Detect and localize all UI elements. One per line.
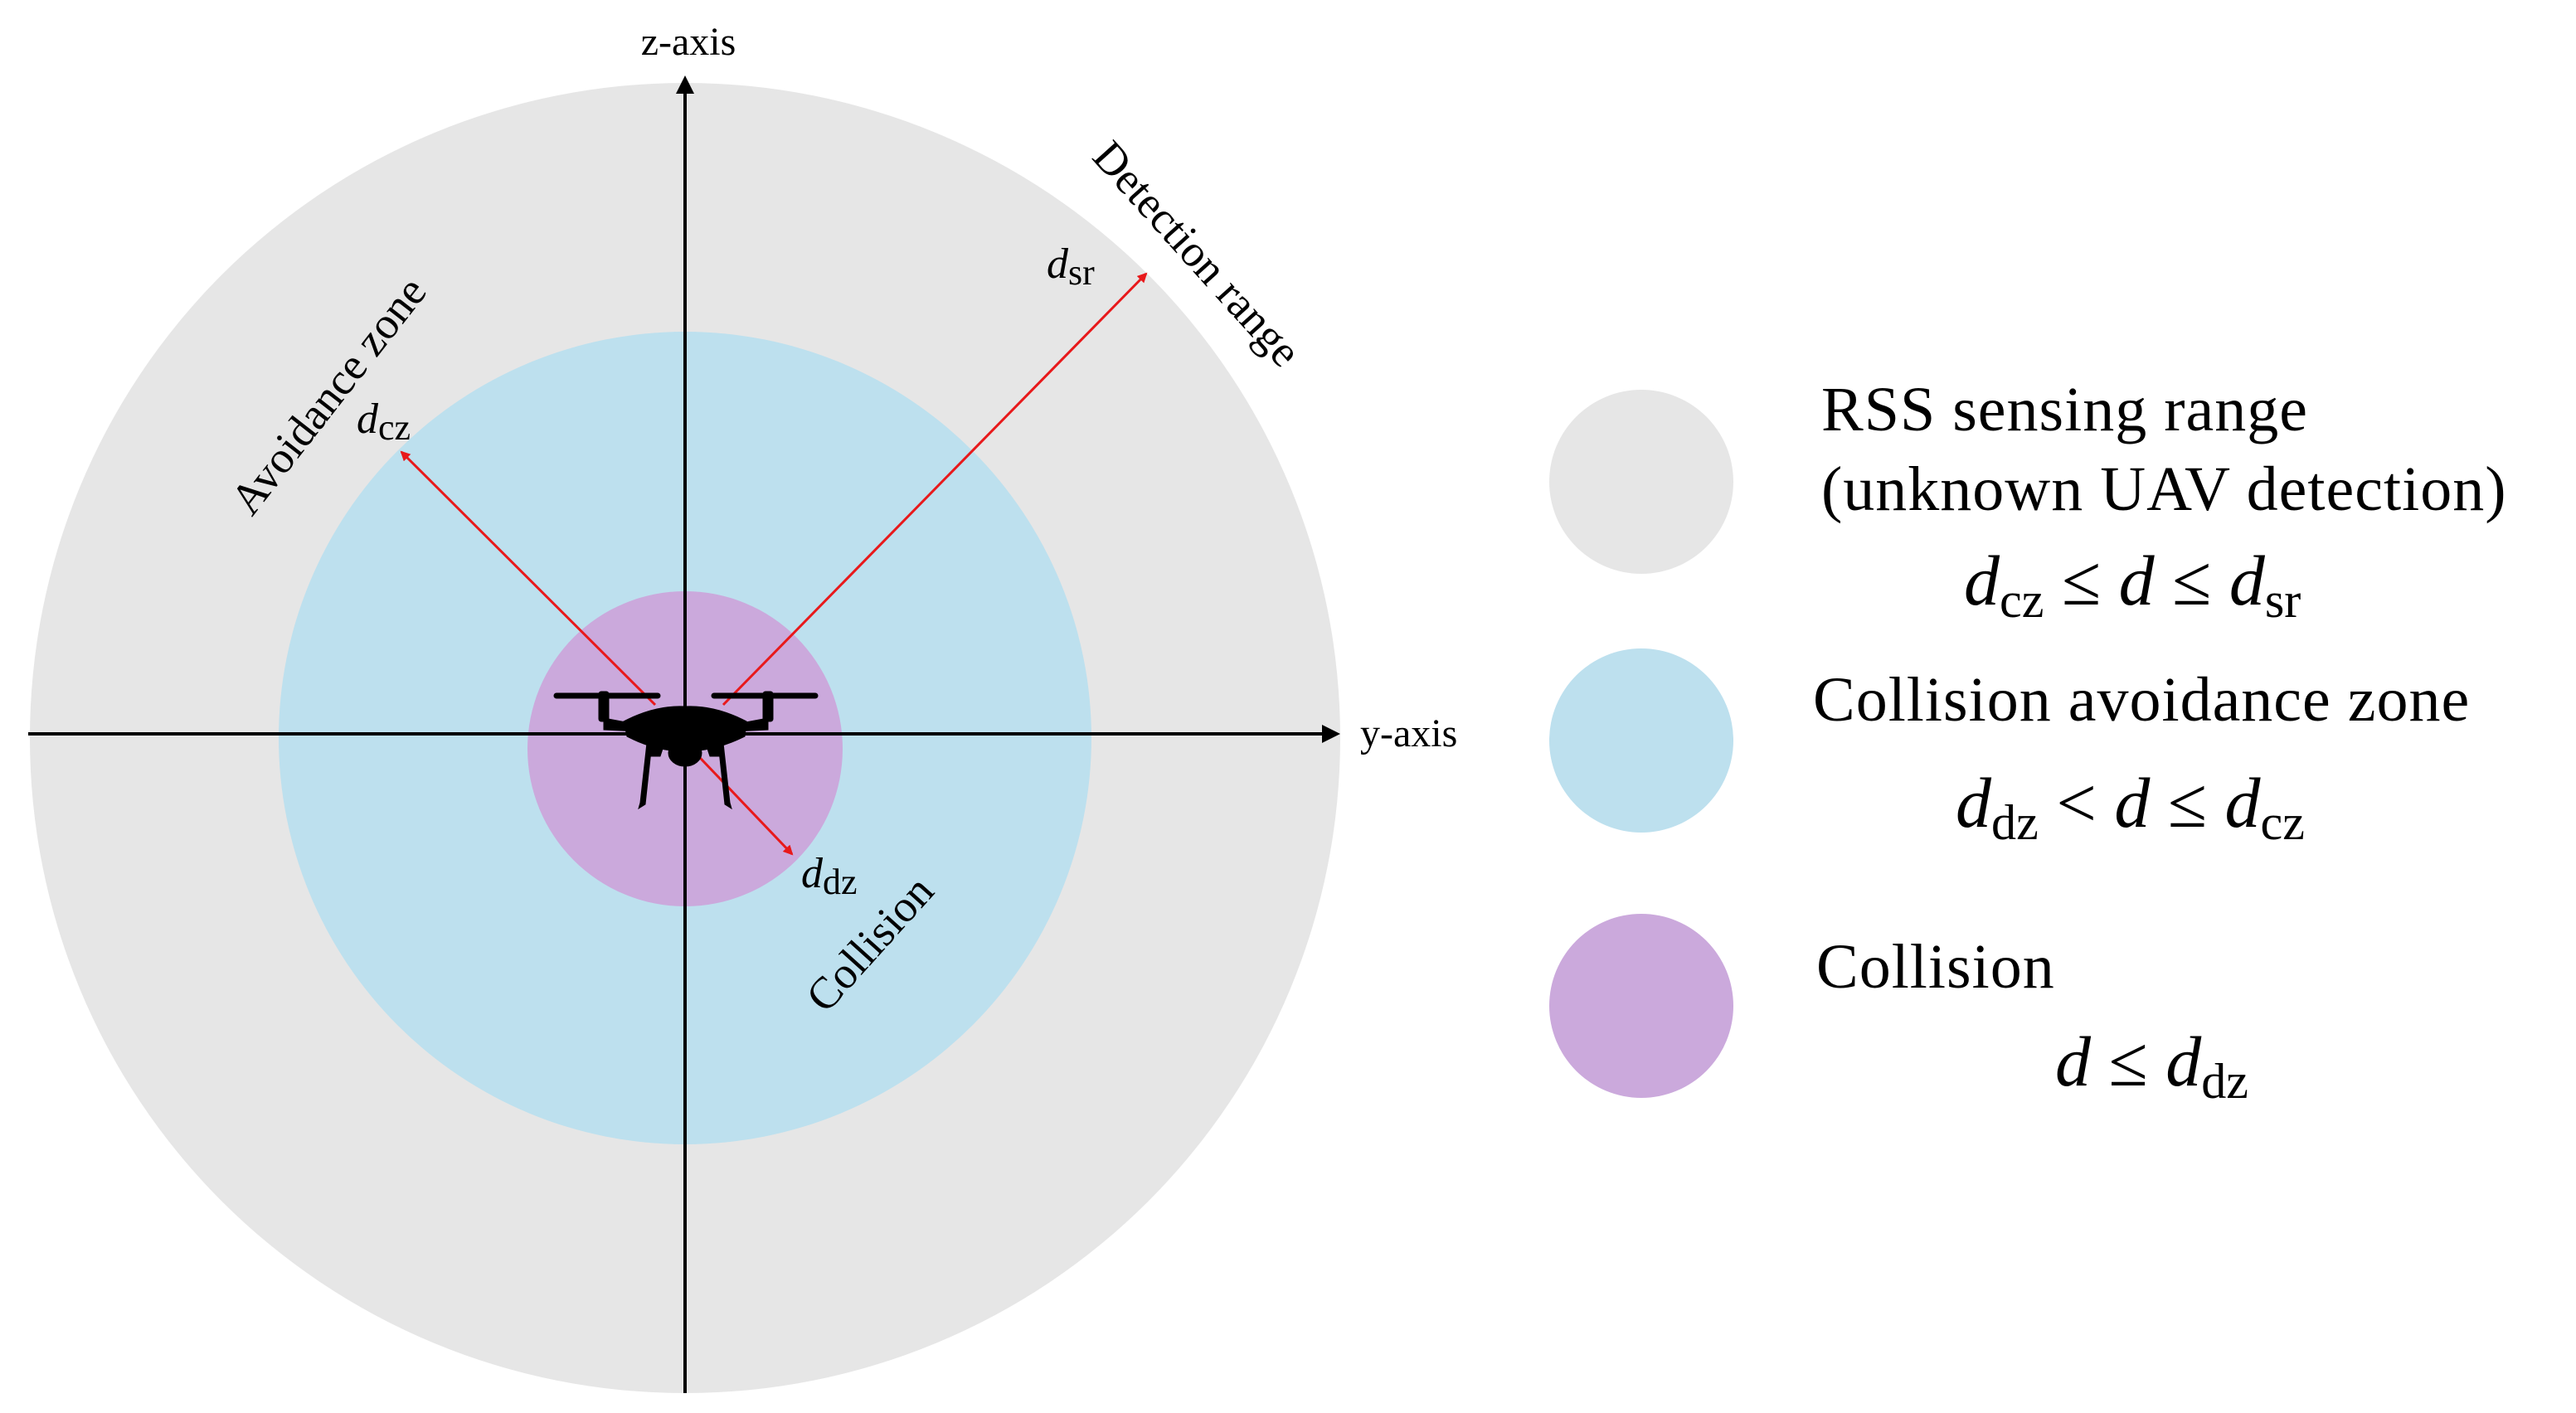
radius-symbol-sr: d	[1047, 240, 1069, 288]
radius-sub-sr: sr	[1068, 252, 1095, 293]
eq1-c: d	[2228, 541, 2265, 620]
legend-label-collision: Collision	[1816, 932, 2055, 1002]
radius-label-cz: dcz	[357, 396, 411, 448]
radius-symbol-cz: d	[357, 396, 379, 443]
eq1-op1: ≤	[2061, 541, 2102, 620]
eq2-a-sub: dz	[1991, 795, 2039, 852]
z-axis-label: z-axis	[641, 20, 736, 64]
legend-eq-avoidance: ddz < d ≤ dcz	[1956, 761, 2305, 848]
legend-swatch-collision	[1549, 914, 1733, 1098]
radius-arrow-cz	[400, 450, 657, 706]
eq2-b: d	[2114, 763, 2151, 842]
legend-eq-sensing: dcz ≤ d ≤ dsr	[1964, 539, 2301, 626]
radius-arrow-sr	[722, 272, 1148, 706]
eq2-c-sub: cz	[2260, 795, 2305, 852]
radius-sub-dz: dz	[823, 862, 858, 902]
legend-label-sensing-line2: (unknown UAV detection)	[1821, 454, 2507, 524]
y-axis-label: y-axis	[1360, 711, 1457, 755]
eq2-op2: ≤	[2167, 763, 2208, 842]
radius-label-sr: dsr	[1047, 240, 1095, 293]
eq2-a: d	[1956, 763, 1991, 842]
legend-swatch-sensing	[1549, 390, 1733, 574]
radius-label-dz: ddz	[801, 850, 858, 902]
legend-label-avoidance: Collision avoidance zone	[1813, 665, 2471, 735]
eq1-b: d	[2118, 541, 2155, 620]
eq1-c-sub: sr	[2264, 573, 2301, 629]
eq3-b-sub: dz	[2201, 1054, 2249, 1110]
eq1-a-sub: cz	[2000, 573, 2044, 629]
eq2-op1: <	[2056, 763, 2097, 842]
legend-swatch-avoidance	[1549, 648, 1733, 833]
eq3-a: d	[2055, 1022, 2091, 1101]
eq3-op1: ≤	[2108, 1022, 2148, 1101]
radius-sub-cz: cz	[378, 407, 411, 448]
radius-arrow-dz	[683, 740, 794, 856]
drone-icon	[553, 691, 819, 810]
eq1-op2: ≤	[2172, 541, 2212, 620]
legend-eq-collision: d ≤ ddz	[2055, 1020, 2248, 1107]
eq1-a: d	[1964, 541, 2000, 620]
legend-label-sensing-line1: RSS sensing range	[1821, 375, 2308, 444]
radius-symbol-dz: d	[801, 850, 824, 897]
eq2-c: d	[2224, 763, 2261, 842]
eq3-b: d	[2165, 1022, 2202, 1101]
